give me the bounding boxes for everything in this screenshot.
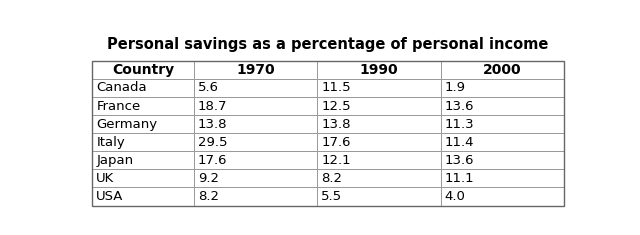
Bar	[440, 133, 564, 151]
Text: 17.6: 17.6	[321, 136, 351, 149]
Bar	[440, 61, 564, 79]
Text: 11.5: 11.5	[321, 81, 351, 94]
Text: Personal savings as a percentage of personal income: Personal savings as a percentage of pers…	[108, 37, 548, 52]
Bar	[194, 97, 317, 115]
Bar	[440, 79, 564, 97]
Bar	[92, 61, 564, 206]
Bar	[194, 151, 317, 169]
Bar	[92, 133, 194, 151]
Text: 1970: 1970	[236, 63, 275, 77]
Bar	[92, 169, 194, 188]
Bar	[194, 79, 317, 97]
Text: 29.5: 29.5	[198, 136, 227, 149]
Bar	[92, 79, 194, 97]
Text: 2000: 2000	[483, 63, 522, 77]
Bar	[317, 61, 440, 79]
Text: 17.6: 17.6	[198, 154, 227, 167]
Text: Germany: Germany	[97, 118, 157, 131]
Text: 4.0: 4.0	[445, 190, 465, 203]
Text: 13.8: 13.8	[321, 118, 351, 131]
Bar	[440, 97, 564, 115]
Bar	[317, 169, 440, 188]
Bar	[440, 151, 564, 169]
Text: Japan: Japan	[97, 154, 134, 167]
Bar	[194, 169, 317, 188]
Bar	[194, 188, 317, 206]
Text: France: France	[97, 99, 141, 113]
Bar	[440, 169, 564, 188]
Text: 13.6: 13.6	[445, 99, 474, 113]
Text: 13.6: 13.6	[445, 154, 474, 167]
Text: 11.4: 11.4	[445, 136, 474, 149]
Bar	[317, 151, 440, 169]
Text: 1.9: 1.9	[445, 81, 465, 94]
Text: 11.3: 11.3	[445, 118, 474, 131]
Bar	[92, 188, 194, 206]
Bar	[194, 115, 317, 133]
Text: USA: USA	[97, 190, 124, 203]
Bar	[92, 115, 194, 133]
Bar	[440, 115, 564, 133]
Bar	[92, 61, 194, 79]
Bar	[317, 97, 440, 115]
Text: 12.5: 12.5	[321, 99, 351, 113]
Text: 1990: 1990	[360, 63, 398, 77]
Bar	[92, 151, 194, 169]
Bar	[440, 188, 564, 206]
Bar	[317, 133, 440, 151]
Bar	[194, 133, 317, 151]
Text: 5.6: 5.6	[198, 81, 219, 94]
Text: 8.2: 8.2	[321, 172, 342, 185]
Text: Country: Country	[112, 63, 174, 77]
Text: 8.2: 8.2	[198, 190, 219, 203]
Text: UK: UK	[97, 172, 115, 185]
Text: 11.1: 11.1	[445, 172, 474, 185]
Bar	[317, 115, 440, 133]
Bar	[317, 79, 440, 97]
Bar	[92, 97, 194, 115]
Text: 9.2: 9.2	[198, 172, 219, 185]
Text: 12.1: 12.1	[321, 154, 351, 167]
Bar	[317, 188, 440, 206]
Text: Italy: Italy	[97, 136, 125, 149]
Bar	[194, 61, 317, 79]
Text: 5.5: 5.5	[321, 190, 342, 203]
Text: Canada: Canada	[97, 81, 147, 94]
Text: 13.8: 13.8	[198, 118, 227, 131]
Text: 18.7: 18.7	[198, 99, 227, 113]
